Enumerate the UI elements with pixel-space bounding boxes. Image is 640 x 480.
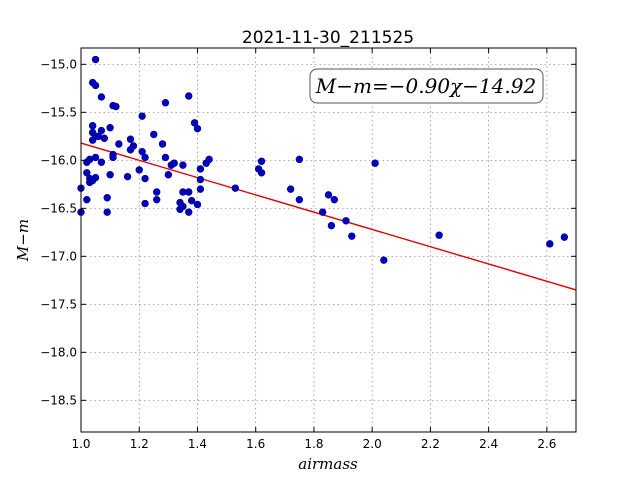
data-point <box>103 194 111 202</box>
axis-ticks: 1.0 1.2 1.4 1.6 1.8 2.0 2.2 2.4 2.6 −15.0 −15.5 −16… <box>40 48 576 451</box>
data-point <box>153 195 161 204</box>
data-point <box>91 81 100 90</box>
chart-title: 2021-11-30_211525 <box>242 28 414 48</box>
x-tick-label: 2.6 <box>537 437 556 451</box>
data-point <box>126 135 135 143</box>
data-point <box>91 173 100 182</box>
data-point <box>330 195 339 204</box>
data-point <box>103 208 111 216</box>
data-point <box>170 159 178 167</box>
data-point <box>150 130 158 139</box>
data-point <box>327 221 336 230</box>
y-tick-label: −17.5 <box>40 297 77 311</box>
data-point <box>97 158 106 166</box>
data-point <box>196 165 205 173</box>
data-point <box>164 171 173 179</box>
y-axis-label: M−m <box>14 219 32 262</box>
data-point <box>185 188 193 196</box>
data-point <box>91 55 100 64</box>
data-point <box>342 217 350 225</box>
x-tick-label: 1.6 <box>246 437 265 451</box>
data-point <box>141 174 149 183</box>
data-point <box>179 161 187 169</box>
data-point <box>193 124 202 133</box>
plot-area <box>81 48 576 432</box>
data-point <box>138 147 146 156</box>
data-point <box>295 155 304 164</box>
data-point <box>324 191 333 199</box>
x-tick-label: 1.8 <box>304 437 323 451</box>
y-tick-label: −18.5 <box>40 393 77 407</box>
data-point <box>371 159 379 167</box>
data-point <box>196 175 205 184</box>
data-point <box>205 155 213 164</box>
data-point <box>88 122 97 130</box>
x-tick-label: 2.4 <box>479 437 498 451</box>
data-point <box>109 153 117 162</box>
data-point <box>138 112 146 120</box>
data-point <box>97 126 106 135</box>
fit-line-layer <box>80 142 577 291</box>
data-point <box>161 153 170 162</box>
data-point <box>185 208 193 216</box>
data-point <box>193 200 202 209</box>
annotation-text: M−m=−0.90χ−14.92 <box>315 74 536 98</box>
data-point <box>91 153 100 162</box>
data-point <box>435 231 443 239</box>
data-point <box>135 166 143 174</box>
data-point <box>106 123 114 132</box>
data-point <box>295 195 304 204</box>
data-point <box>196 185 205 193</box>
data-point <box>100 134 108 142</box>
data-point <box>185 92 193 100</box>
grid <box>80 48 576 432</box>
x-axis-label: airmass <box>298 455 358 473</box>
x-tick-label: 1.2 <box>130 437 149 451</box>
data-point <box>560 233 569 241</box>
data-point <box>141 153 149 162</box>
data-point <box>141 199 149 208</box>
annotation-box <box>309 68 544 104</box>
data-point <box>257 169 266 177</box>
data-point <box>187 196 196 205</box>
y-tick-label: −15.0 <box>40 57 77 71</box>
y-tick-label: −18.0 <box>40 345 77 359</box>
data-point <box>546 240 554 248</box>
plot-frame <box>80 47 577 433</box>
x-tick-label: 2.2 <box>421 437 440 451</box>
data-point <box>161 99 170 107</box>
x-tick-label: 1.0 <box>71 437 90 451</box>
data-point <box>257 157 266 165</box>
y-tick-label: −15.5 <box>40 105 77 119</box>
x-tick-label: 2.0 <box>363 437 382 451</box>
y-tick-label: −16.5 <box>40 201 77 215</box>
data-point <box>83 169 91 177</box>
data-point <box>158 140 167 148</box>
data-point <box>129 142 138 150</box>
data-point <box>97 93 106 101</box>
data-point <box>286 185 295 193</box>
data-point <box>115 140 123 148</box>
data-point <box>106 171 114 179</box>
y-tick-label: −16.0 <box>40 153 77 167</box>
data-point <box>318 208 327 216</box>
fit-line <box>80 142 577 291</box>
data-point <box>348 232 356 240</box>
x-tick-label: 1.4 <box>188 437 207 451</box>
data-point <box>123 172 132 181</box>
fit-annotation: M−m=−0.90χ−14.92 <box>309 68 544 104</box>
data-point <box>83 195 91 204</box>
data-point <box>153 188 161 196</box>
y-tick-label: −17.0 <box>40 249 77 263</box>
data-point <box>179 202 187 211</box>
data-point <box>112 102 120 111</box>
data-point <box>380 256 388 264</box>
data-point <box>190 119 199 127</box>
data-point <box>231 184 240 192</box>
